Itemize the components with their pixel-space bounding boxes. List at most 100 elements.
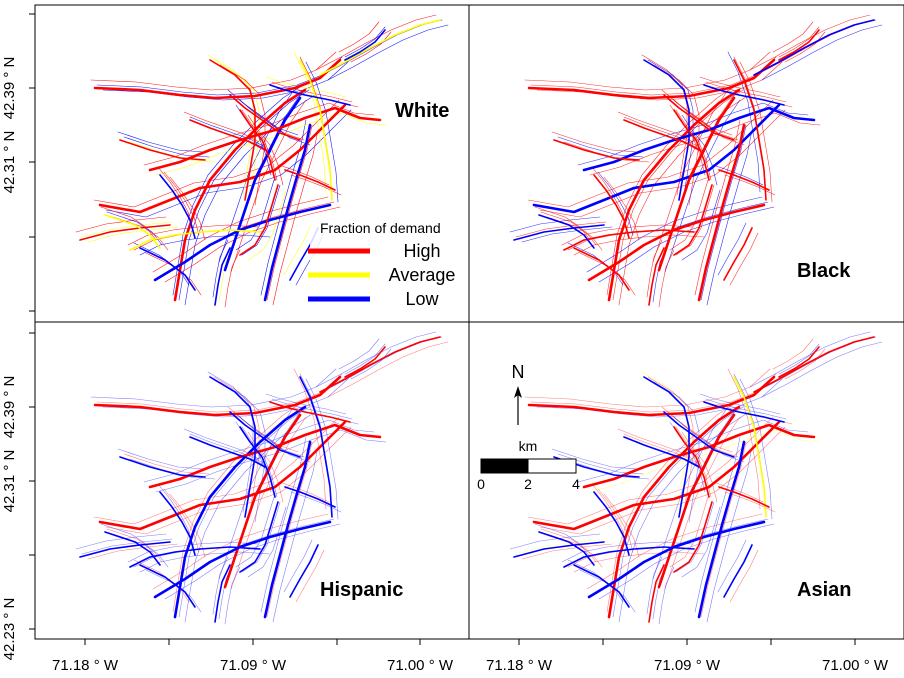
- network-link: [717, 222, 747, 276]
- network-route: [733, 376, 767, 518]
- legend-label-average: Average: [389, 265, 456, 285]
- network-link: [293, 51, 327, 193]
- network-link: [93, 416, 340, 525]
- network-link: [278, 481, 330, 503]
- network-route: [344, 346, 386, 378]
- network-route: [723, 227, 753, 281]
- network-link: [212, 556, 229, 615]
- network-link: [290, 174, 342, 196]
- network-route: [563, 229, 695, 251]
- network-route: [159, 491, 196, 556]
- network-link: [90, 368, 337, 408]
- network-link: [521, 226, 613, 243]
- network-route: [173, 88, 307, 302]
- network-route: [129, 546, 261, 568]
- network-route: [223, 96, 302, 272]
- network-link: [213, 376, 260, 518]
- network-route: [344, 29, 386, 61]
- network-link: [212, 239, 229, 298]
- network-link: [540, 211, 597, 246]
- network-route: [532, 103, 781, 214]
- network-route: [593, 491, 630, 556]
- network-link: [106, 528, 163, 563]
- network-link: [241, 184, 281, 256]
- network-link: [658, 249, 675, 308]
- network-route: [648, 564, 665, 623]
- legend-label-low: Low: [405, 289, 439, 309]
- network-link: [105, 109, 352, 218]
- network-link: [260, 436, 307, 613]
- network-route: [607, 405, 741, 619]
- network-link: [561, 541, 693, 563]
- scale-bar-tick-0: 0: [477, 476, 485, 492]
- network-link: [524, 368, 771, 408]
- network-link: [530, 56, 777, 96]
- network-route: [673, 184, 713, 256]
- network-link: [266, 124, 313, 301]
- network-link: [81, 221, 173, 238]
- network-link: [761, 341, 883, 398]
- network-link: [694, 119, 741, 296]
- network-route: [214, 247, 231, 306]
- network-link: [573, 234, 705, 256]
- lon-label-left-71.09: 71.09 ° W: [220, 657, 287, 674]
- network-route: [139, 247, 196, 291]
- network-map-black: [509, 14, 883, 308]
- network-route: [718, 169, 770, 191]
- network-link: [327, 24, 449, 81]
- network-link: [241, 501, 281, 573]
- network-route: [673, 501, 713, 573]
- network-link: [658, 566, 675, 625]
- network-link: [729, 549, 759, 603]
- network-link: [230, 416, 307, 590]
- network-route: [79, 541, 171, 558]
- network-route: [263, 123, 312, 302]
- network-route: [753, 336, 875, 393]
- north-arrow-label: N: [512, 362, 525, 382]
- panel-label-asian: Asian: [797, 579, 851, 601]
- network-link: [664, 416, 741, 590]
- network-link: [338, 338, 380, 370]
- network-link: [87, 543, 179, 560]
- network-link: [540, 528, 597, 563]
- network-link: [705, 398, 787, 420]
- lat-label-bottom-42.31: 42.31 ° N: [1, 450, 18, 513]
- network-link: [778, 26, 820, 58]
- network-route: [104, 531, 161, 566]
- network-link: [749, 14, 871, 71]
- network-link: [90, 51, 337, 91]
- longitude-labels: 71.18 ° W 71.09 ° W 71.00 ° W 71.18 ° W …: [52, 657, 889, 674]
- network-link: [96, 56, 343, 96]
- lon-label-left-71.00: 71.00 ° W: [387, 657, 454, 674]
- scale-bar: km 0 2 4: [477, 438, 580, 492]
- network-link: [106, 211, 163, 246]
- network-link: [305, 378, 339, 520]
- network-link: [295, 549, 325, 603]
- network-route: [209, 59, 256, 201]
- network-route: [269, 84, 351, 106]
- network-link: [784, 31, 826, 63]
- network-route: [718, 486, 770, 508]
- network-link: [729, 232, 759, 286]
- network-link: [727, 51, 761, 193]
- network-link: [350, 31, 392, 63]
- network-link: [664, 99, 741, 273]
- lon-label-left-71.18: 71.18 ° W: [52, 657, 119, 674]
- network-route: [284, 169, 336, 191]
- network-link: [172, 84, 304, 296]
- network-route: [119, 456, 206, 478]
- network-link: [772, 21, 814, 53]
- network-route: [663, 411, 735, 458]
- network-link: [283, 539, 313, 593]
- scale-bar-tick-4: 4: [572, 476, 580, 492]
- network-route: [319, 336, 441, 393]
- network-link: [539, 426, 786, 535]
- network-route: [778, 29, 820, 61]
- network-link: [169, 493, 206, 558]
- network-link: [761, 24, 883, 81]
- network-route: [119, 139, 206, 161]
- network-link: [105, 426, 352, 535]
- network-route: [513, 224, 605, 241]
- network-link: [724, 174, 776, 196]
- network-route: [553, 139, 640, 161]
